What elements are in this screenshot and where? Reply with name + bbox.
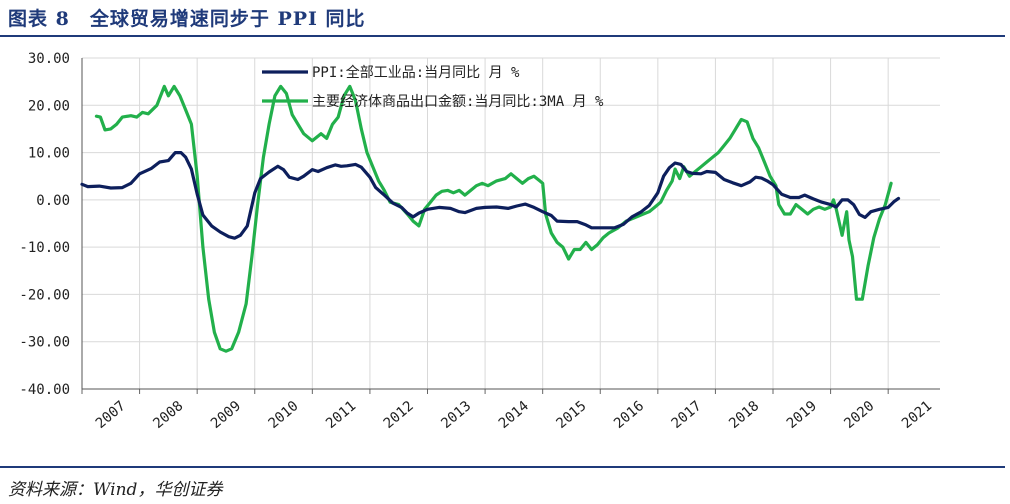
title-divider xyxy=(0,35,1005,37)
footer-divider xyxy=(0,466,1005,468)
x-tick-label: 2016 xyxy=(611,398,647,432)
x-axis: 2007 2008 2009 2010 2011 2012 2013 2014 2015 2016… xyxy=(81,388,940,432)
x-tick-label: 2018 xyxy=(726,398,762,432)
legend-item-ppi-label: PPI:全部工业品:当月同比 月 % xyxy=(312,64,520,81)
figure-title: 图表 8 全球贸易增速同步于 PPI 同比 xyxy=(8,8,366,30)
y-tick-label: -20.00 xyxy=(19,287,70,303)
x-tick-label: 2017 xyxy=(669,398,705,432)
x-tick-label: 2008 xyxy=(150,398,186,432)
chart-series xyxy=(80,84,901,353)
x-tick-label: 2021 xyxy=(899,398,935,432)
x-tick-label: 2012 xyxy=(381,398,417,432)
y-tick-label: 30.00 xyxy=(28,51,70,67)
x-tick-label: 2019 xyxy=(784,398,820,432)
x-tick-label: 2009 xyxy=(208,398,244,432)
y-tick-label: -30.00 xyxy=(19,335,70,351)
y-tick-label: 10.00 xyxy=(28,146,70,162)
x-tick-label: 2007 xyxy=(93,398,129,432)
y-tick-label: 20.00 xyxy=(28,98,70,114)
legend-item-export-label: 主要经济体商品出口金额:当月同比:3MA 月 % xyxy=(312,94,604,110)
x-tick-label: 2013 xyxy=(438,398,474,432)
ppi-series-line xyxy=(80,151,901,240)
export-series-line xyxy=(94,84,893,353)
y-tick-label: -40.00 xyxy=(19,382,70,398)
y-tick-label: 0.00 xyxy=(36,193,70,209)
x-tick-label: 2015 xyxy=(553,398,589,432)
x-tick-label: 2014 xyxy=(496,398,532,432)
x-tick-label: 2010 xyxy=(265,398,301,432)
x-tick-label: 2011 xyxy=(323,398,359,432)
chart-legend: PPI:全部工业品:当月同比 月 % 主要经济体商品出口金额:当月同比:3MA 月… xyxy=(262,64,604,110)
source-note: 资料来源：Wind，华创证券 xyxy=(8,480,223,500)
x-tick-label: 2020 xyxy=(841,398,877,432)
y-tick-label: -10.00 xyxy=(19,240,70,256)
y-axis: 30.00 20.00 10.00 0.00 -10.00 -20.00 -30.00 -40… xyxy=(19,51,83,398)
